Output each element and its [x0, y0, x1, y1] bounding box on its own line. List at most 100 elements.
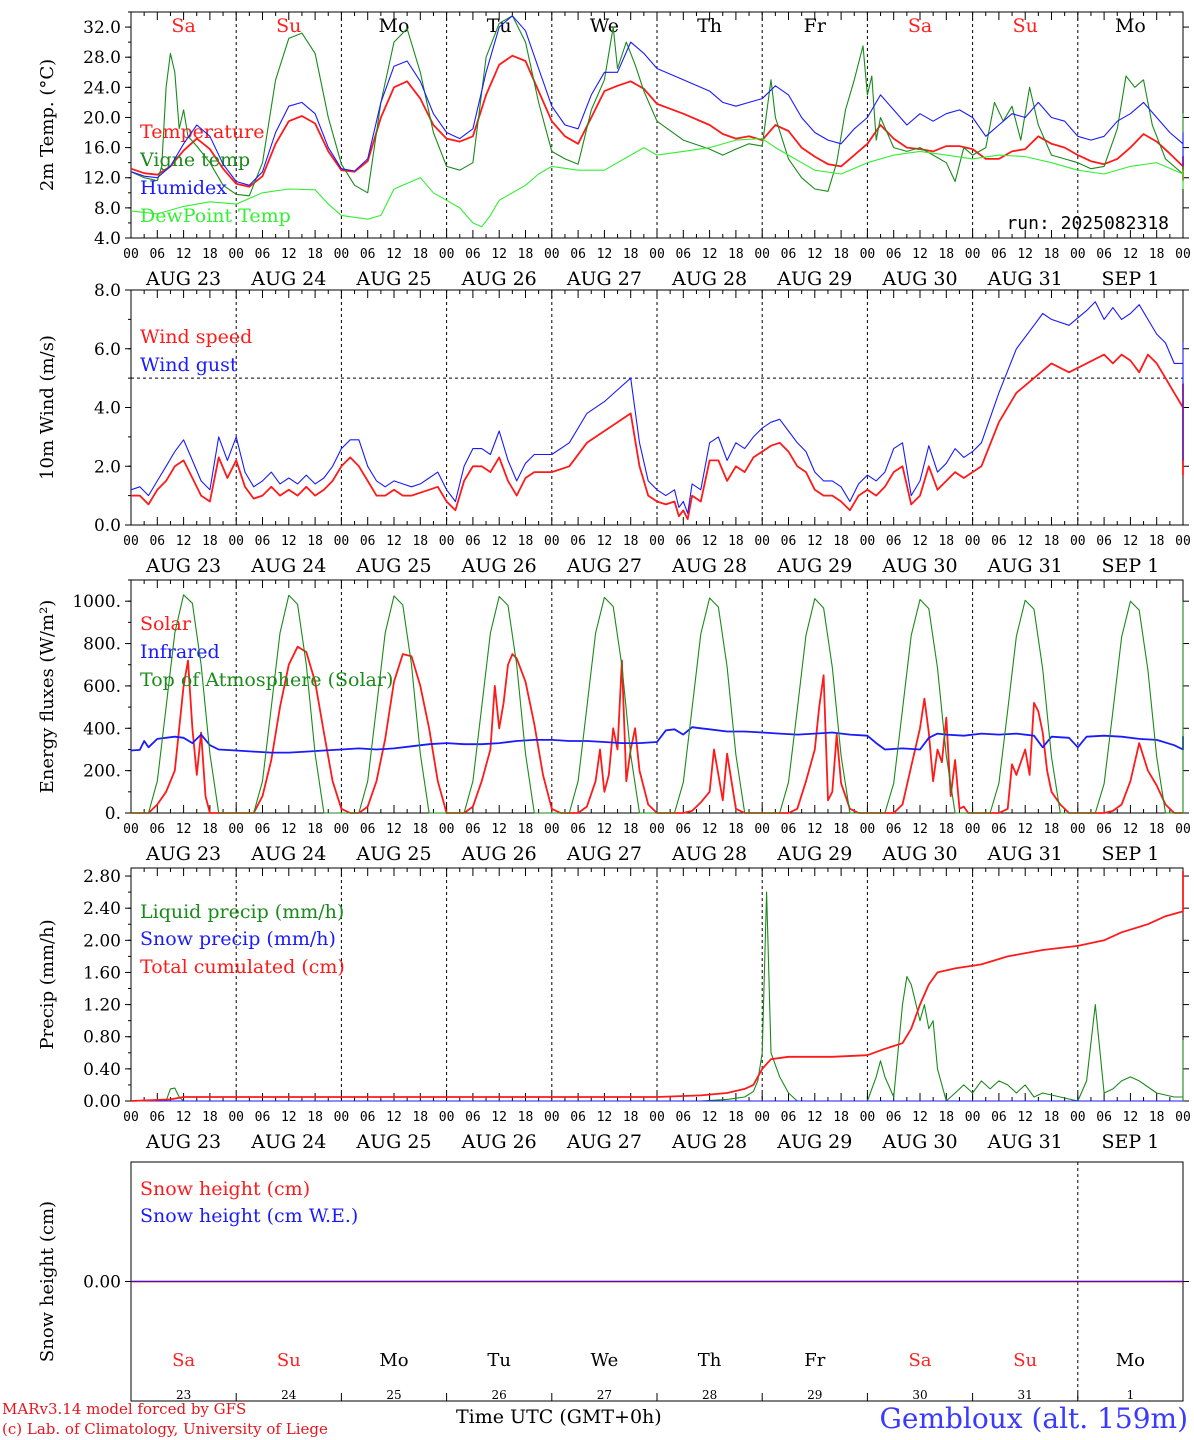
panel-2-hour-label: 00	[754, 534, 770, 549]
panel-3-date-label: AUG 24	[250, 843, 326, 865]
panel-4-date-label: AUG 24	[250, 1131, 326, 1153]
panel-4-date-label: SEP 1	[1101, 1131, 1159, 1153]
panel-2-hour-label: 06	[255, 534, 271, 549]
panel-3-hour-label: 12	[1017, 822, 1033, 837]
panel-4-hour-label: 00	[1175, 1110, 1191, 1125]
panel-5-day-number: 29	[807, 1388, 822, 1402]
panel-1-hour-label: 06	[360, 247, 376, 262]
panel-3-ytick-label: 200.	[83, 762, 121, 782]
panel-4-hour-label: 18	[518, 1110, 534, 1125]
panel-2-hour-label: 12	[281, 534, 297, 549]
panel-3-hour-label: 18	[1044, 822, 1060, 837]
panel-4-date-label: AUG 27	[566, 1131, 642, 1153]
panel-4-hour-label: 12	[176, 1110, 192, 1125]
panel-4-hour-label: 18	[728, 1110, 744, 1125]
panel-3-hour-label: 06	[149, 822, 165, 837]
panel-2-hour-label: 06	[570, 534, 586, 549]
panel-1-hour-label: 00	[860, 247, 876, 262]
panel-2-hour-label: 00	[334, 534, 350, 549]
lab-credit: (c) Lab. of Climatology, University of L…	[2, 1420, 328, 1438]
panel-2-hour-label: 00	[649, 534, 665, 549]
panel-1-date-label: AUG 25	[355, 268, 431, 290]
panel-1-hour-label: 00	[439, 247, 455, 262]
panel-3-hour-label: 12	[702, 822, 718, 837]
panel-4-date-label: AUG 26	[461, 1131, 537, 1153]
panel-1-hour-label: 12	[491, 247, 507, 262]
panel-4-hour-label: 18	[412, 1110, 428, 1125]
panel-1-hour-label: 12	[1017, 247, 1033, 262]
panel-1-weekday-label: Tu	[487, 15, 512, 37]
panel-4-hour-label: 18	[623, 1110, 639, 1125]
panel-1-date-label: AUG 28	[671, 268, 747, 290]
panel-4-hour-label: 06	[255, 1110, 271, 1125]
panel-5-weekday-label: Su	[1013, 1350, 1037, 1371]
panel-1-hour-label: 06	[781, 247, 797, 262]
panel-2-hour-label: 18	[938, 534, 954, 549]
panel-3-hour-label: 06	[781, 822, 797, 837]
panel-2-hour-label: 18	[623, 534, 639, 549]
panel-3-legend-0: Solar	[140, 613, 192, 635]
panel-4-hour-label: 12	[386, 1110, 402, 1125]
panel-3-hour-label: 00	[1175, 822, 1191, 837]
panel-2-hour-label: 00	[1175, 534, 1191, 549]
panel-2-hour-label: 12	[491, 534, 507, 549]
panel-1-hour-label: 18	[833, 247, 849, 262]
panel-5-weekday-label: Mo	[1116, 1350, 1145, 1371]
panel-1-weekday-label: Sa	[908, 15, 932, 37]
panel-2-hour-label: 12	[1017, 534, 1033, 549]
panel-3-hour-label: 00	[544, 822, 560, 837]
panel-4-hour-label: 06	[991, 1110, 1007, 1125]
panel-1-hour-label: 06	[675, 247, 691, 262]
panel-3-hour-label: 12	[1123, 822, 1139, 837]
panel-1-weekday-label: Sa	[171, 15, 195, 37]
panel-1-ytick-label: 20.0	[83, 108, 121, 128]
panel-2-hour-label: 00	[123, 534, 139, 549]
panel-1-hour-label: 00	[965, 247, 981, 262]
panel-3-hour-label: 18	[518, 822, 534, 837]
panel-2-ytick-label: 8.0	[94, 281, 121, 301]
panel-1-hour-label: 12	[912, 247, 928, 262]
panel-5-weekday-label: Su	[277, 1350, 301, 1371]
panel-4-ytick-label: 2.40	[83, 899, 121, 919]
panel-4-ytick-label: 2.80	[83, 867, 121, 887]
panel-5-day-number: 30	[912, 1388, 927, 1402]
panel-3-hour-label: 06	[570, 822, 586, 837]
panel-2-hour-label: 18	[728, 534, 744, 549]
panel-4-hour-label: 06	[675, 1110, 691, 1125]
panel-5-weekday-label: Fr	[804, 1350, 825, 1371]
panel-1-hour-label: 18	[518, 247, 534, 262]
panel-5-weekday-label: Sa	[172, 1350, 195, 1371]
panel-2-date-label: AUG 31	[987, 555, 1063, 577]
panel-1-ytick-label: 12.0	[83, 169, 121, 189]
panel-4-series-2-line	[130, 871, 1184, 1102]
panel-2-hour-label: 00	[439, 534, 455, 549]
panel-4-hour-label: 18	[202, 1110, 218, 1125]
panel-5-day-number: 27	[597, 1388, 612, 1402]
panel-4-hour-label: 00	[754, 1110, 770, 1125]
time-axis-title: Time UTC (GMT+0h)	[456, 1406, 662, 1428]
panel-5-legend-1: Snow height (cm W.E.)	[140, 1205, 358, 1227]
panel-2-hour-label: 06	[675, 534, 691, 549]
panel-1-hour-label: 00	[123, 247, 139, 262]
panel-1-series-3-line	[130, 138, 1184, 228]
panel-3-hour-label: 12	[597, 822, 613, 837]
panel-3-date-label: AUG 23	[145, 843, 221, 865]
panel-3-date-label: AUG 27	[566, 843, 642, 865]
panel-2-hour-label: 06	[1096, 534, 1112, 549]
panel-1-ytick-label: 28.0	[83, 48, 121, 68]
panel-4-hour-label: 00	[965, 1110, 981, 1125]
panel-1-hour-label: 12	[597, 247, 613, 262]
panel-4-hour-label: 06	[886, 1110, 902, 1125]
panel-1-date-label: AUG 30	[881, 268, 957, 290]
panel-4-date-label: AUG 25	[355, 1131, 431, 1153]
panel-2-hour-label: 18	[307, 534, 323, 549]
panel-1-hour-label: 12	[386, 247, 402, 262]
panel-4-hour-label: 18	[833, 1110, 849, 1125]
panel-5-ylabel: Snow height (cm)	[37, 1201, 58, 1362]
panel-4-hour-label: 18	[938, 1110, 954, 1125]
panel-3-date-label: AUG 28	[671, 843, 747, 865]
panel-3-hour-label: 18	[202, 822, 218, 837]
panel-1-hour-label: 12	[1123, 247, 1139, 262]
panel-3-hour-label: 06	[465, 822, 481, 837]
panel-3-ytick-label: 0.	[105, 804, 121, 824]
